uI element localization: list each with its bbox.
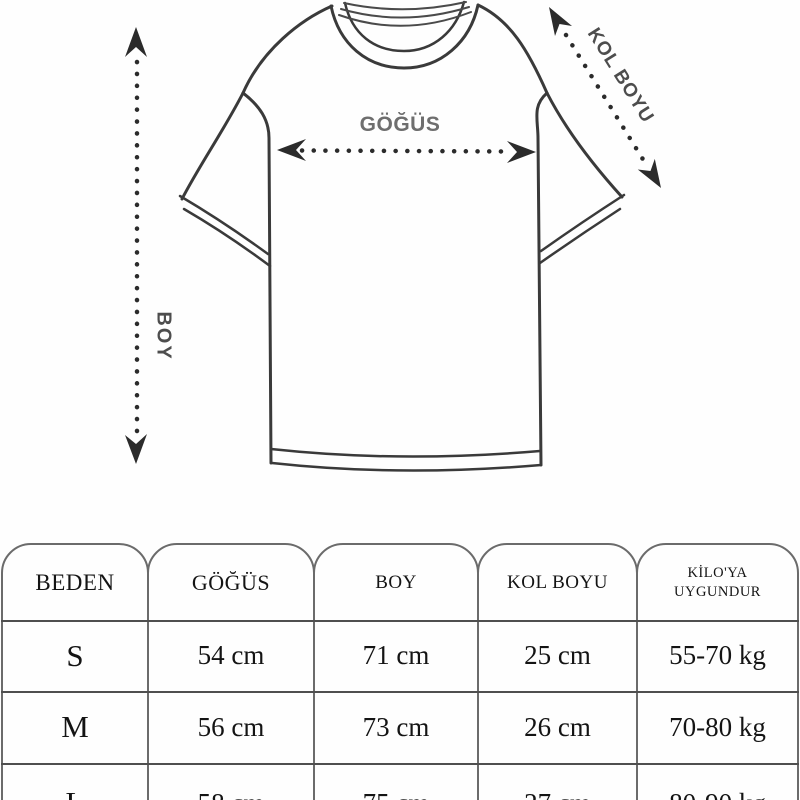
size-table: BEDEN S M L GÖĞÜS 54 cm 56 cm 58 cm BOY …: [1, 543, 799, 800]
table-column-kol-boyu: KOL BOYU 25 cm 26 cm 27 cm: [477, 543, 638, 800]
tshirt-diagram: [125, 0, 661, 472]
table-cell: 54 cm: [197, 640, 265, 670]
table-cell: 75 cm: [315, 763, 477, 800]
table-cell: 80-90 kg: [638, 763, 797, 800]
row-separator: [1, 620, 799, 622]
table-cell: 27 cm: [479, 763, 636, 800]
tshirt-drawing: [178, 0, 626, 472]
sleeve-arrow-icon: [549, 7, 661, 188]
row-separator: [1, 691, 799, 693]
length-arrow-icon: [125, 27, 147, 464]
table-column-beden: BEDEN S M L: [1, 543, 149, 800]
header-cell-kiloya-uygundur: KİLO'YA UYGUNDUR: [674, 565, 761, 600]
table-column-boy: BOY 71 cm 73 cm 75 cm: [313, 543, 479, 800]
row-separator: [1, 763, 799, 765]
table-cell: 25 cm: [524, 640, 591, 670]
header-cell-beden: BEDEN: [35, 569, 115, 595]
chest-measure-label: GÖĞÜS: [359, 113, 441, 136]
table-cell: 73 cm: [362, 711, 430, 742]
header-cell-kol-boyu: KOL BOYU: [507, 571, 608, 593]
table-cell: 56 cm: [197, 711, 265, 742]
chest-arrow-icon: [277, 139, 536, 163]
table-cell: 71 cm: [362, 640, 430, 670]
table-cell: L: [3, 763, 147, 800]
table-column-gogus: GÖĞÜS 54 cm 56 cm 58 cm: [147, 543, 315, 800]
table-cell: S: [66, 637, 84, 673]
header-cell-boy: BOY: [375, 571, 417, 593]
length-measure-label: BOY: [152, 311, 175, 361]
table-cell: 26 cm: [524, 711, 591, 742]
table-column-kiloya-uygundur: KİLO'YA UYGUNDUR 55-70 kg 70-80 kg 80-90…: [636, 543, 799, 800]
table-cell: 70-80 kg: [669, 711, 766, 742]
header-cell-gogus: GÖĞÜS: [191, 569, 271, 595]
table-cell: M: [61, 709, 89, 744]
table-cell: 58 cm: [149, 763, 313, 800]
table-cell: 55-70 kg: [669, 640, 766, 670]
